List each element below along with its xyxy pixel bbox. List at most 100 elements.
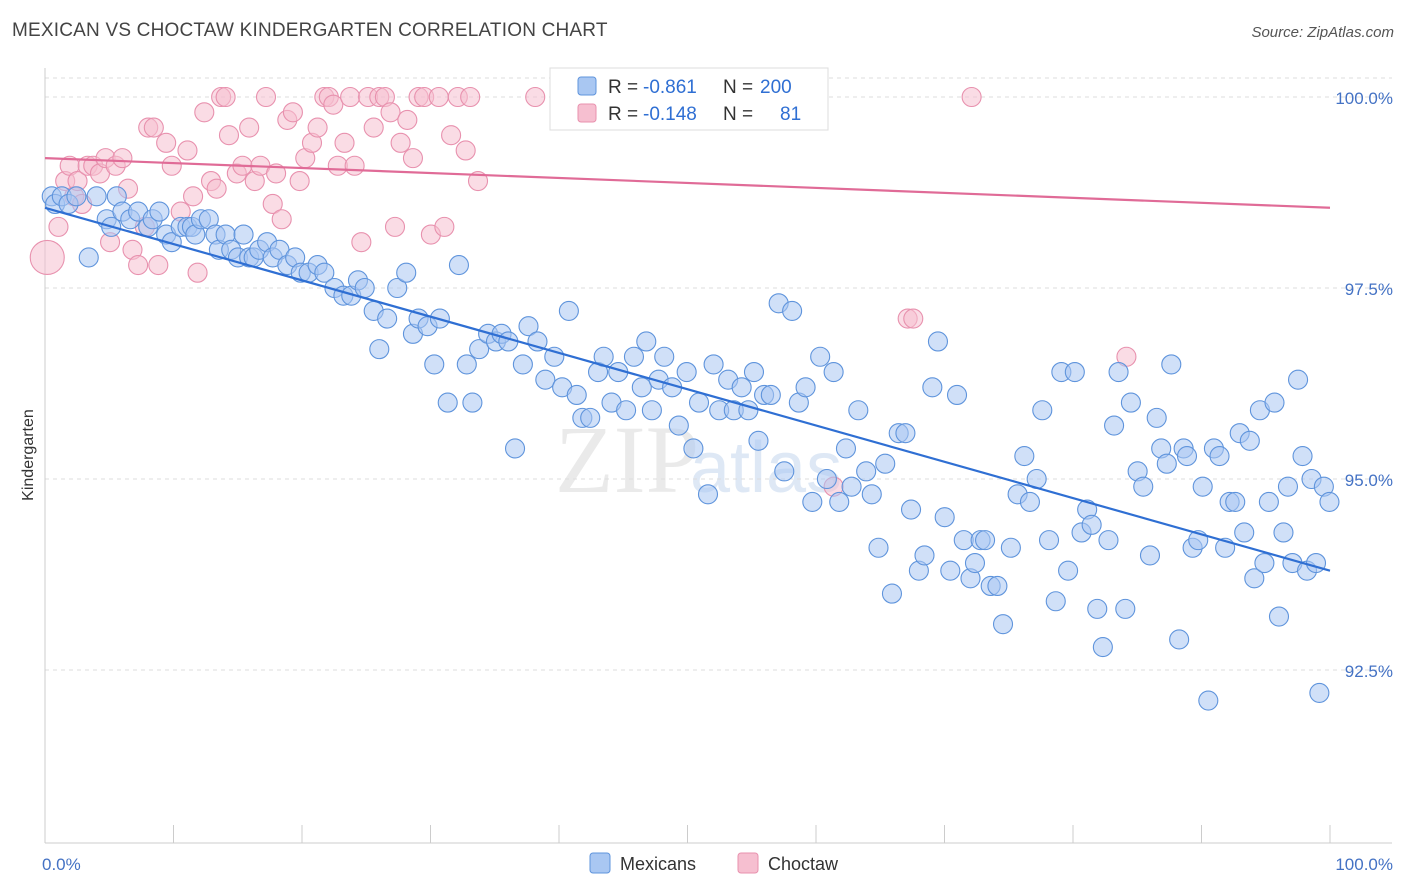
mexicans-point bbox=[856, 461, 877, 482]
mexicans-point bbox=[927, 331, 949, 352]
mexicans-point bbox=[748, 430, 769, 451]
mexicans-point bbox=[1038, 530, 1060, 551]
mexicans-point bbox=[782, 300, 803, 321]
mexicans-point bbox=[895, 423, 916, 444]
mexicans-point bbox=[512, 354, 533, 375]
mexicans-point bbox=[992, 614, 1014, 635]
mexicans-point bbox=[149, 201, 170, 222]
mexicans-point bbox=[86, 186, 107, 207]
choctaw-point bbox=[434, 216, 455, 237]
mexicans-point bbox=[1087, 598, 1108, 619]
mexicans-point bbox=[987, 575, 1008, 597]
mexicans-point bbox=[1045, 591, 1066, 612]
choctaw-point bbox=[525, 86, 546, 108]
stats-swatch-choctaw bbox=[577, 103, 597, 123]
mexicans-point bbox=[703, 354, 724, 375]
mexicans-point bbox=[314, 262, 335, 283]
mexicans-point bbox=[731, 377, 752, 398]
legend-label-mexicans: Mexicans bbox=[620, 854, 696, 874]
mexicans-point bbox=[848, 400, 869, 421]
choctaw-point bbox=[961, 86, 982, 108]
mexicans-point bbox=[946, 384, 968, 406]
choctaw-point bbox=[380, 102, 401, 123]
mexicans-point bbox=[654, 346, 675, 367]
mexicans-point bbox=[369, 339, 390, 360]
mexicans-point bbox=[868, 537, 889, 558]
mexicans-point bbox=[964, 552, 986, 574]
stats-n-label-choctaw: N = bbox=[723, 104, 753, 125]
choctaw-point bbox=[289, 170, 310, 192]
y-tick-label: 95.0% bbox=[1345, 471, 1393, 490]
choctaw-point bbox=[206, 178, 227, 199]
mexicans-point bbox=[1244, 568, 1265, 589]
choctaw-point bbox=[112, 148, 133, 169]
mexicans-point bbox=[975, 530, 996, 551]
mexicans-point bbox=[743, 361, 765, 383]
mexicans-point bbox=[1288, 369, 1309, 390]
choctaw-trendline bbox=[44, 157, 1331, 209]
choctaw-point bbox=[397, 109, 418, 130]
choctaw-point bbox=[194, 102, 215, 123]
mexicans-point bbox=[795, 377, 816, 398]
choctaw-point bbox=[266, 163, 287, 184]
mexicans-point bbox=[810, 346, 831, 367]
mexicans-point bbox=[1292, 446, 1313, 467]
choctaw-point bbox=[363, 117, 384, 138]
choctaw-point bbox=[128, 255, 149, 276]
mexicans-point bbox=[683, 438, 704, 459]
mexicans-point bbox=[448, 255, 469, 276]
mexicans-point bbox=[1319, 491, 1340, 512]
mexicans-point bbox=[914, 545, 935, 566]
mexicans-point bbox=[774, 461, 795, 482]
mexicans-point bbox=[676, 361, 697, 383]
mexicans-point bbox=[802, 491, 823, 512]
legend: Mexicans Choctaw bbox=[589, 852, 839, 874]
mexicans-point bbox=[1264, 392, 1285, 413]
choctaw-point bbox=[384, 216, 406, 237]
choctaw-point bbox=[903, 308, 924, 329]
mexicans-point bbox=[1209, 446, 1230, 467]
choctaw-point bbox=[177, 140, 198, 161]
mexicans-point bbox=[518, 316, 539, 337]
mexicans-point bbox=[1081, 514, 1102, 535]
choctaw-point bbox=[327, 155, 348, 176]
mexicans-point bbox=[1198, 690, 1219, 711]
mexicans-point bbox=[1098, 530, 1119, 551]
mexicans-point bbox=[1000, 537, 1021, 558]
legend-label-choctaw: Choctaw bbox=[768, 854, 839, 874]
choctaw-point bbox=[239, 117, 260, 138]
mexicans-point bbox=[875, 453, 896, 474]
mexicans-point bbox=[462, 392, 483, 413]
choctaw-points bbox=[29, 86, 1137, 497]
stats-n-choctaw: 81 bbox=[780, 104, 801, 125]
mexicans-point bbox=[1225, 491, 1246, 512]
mexicans-point bbox=[1176, 446, 1198, 467]
choctaw-point bbox=[215, 86, 236, 108]
mexicans-point bbox=[1273, 522, 1294, 543]
choctaw-point bbox=[156, 132, 177, 153]
stats-r-label-mexicans: R = bbox=[608, 77, 638, 98]
mexicans-point bbox=[823, 361, 844, 383]
mexicans-point bbox=[1032, 400, 1053, 421]
mexicans-point bbox=[953, 530, 974, 551]
mexicans-point bbox=[623, 346, 644, 367]
mexicans-point bbox=[387, 277, 408, 299]
choctaw-point bbox=[271, 209, 292, 230]
choctaw-point bbox=[460, 86, 481, 108]
mexicans-point bbox=[1161, 354, 1182, 375]
mexicans-point bbox=[1133, 476, 1154, 497]
x-tick-labels: 0.0% 100.0% bbox=[42, 855, 1393, 874]
mexicans-point bbox=[1115, 598, 1136, 619]
mexicans-point bbox=[1258, 491, 1279, 512]
choctaw-point bbox=[262, 193, 283, 215]
y-tick-label: 92.5% bbox=[1345, 662, 1393, 681]
choctaw-point bbox=[428, 86, 449, 108]
mexicans-point bbox=[636, 331, 657, 352]
mexicans-point bbox=[922, 377, 943, 398]
mexicans-point bbox=[900, 499, 922, 520]
stats-r-label-choctaw: R = bbox=[608, 104, 638, 125]
mexicans-point bbox=[1092, 637, 1113, 658]
mexicans-point bbox=[1156, 453, 1177, 474]
stats-n-label-mexicans: N = bbox=[723, 77, 753, 98]
